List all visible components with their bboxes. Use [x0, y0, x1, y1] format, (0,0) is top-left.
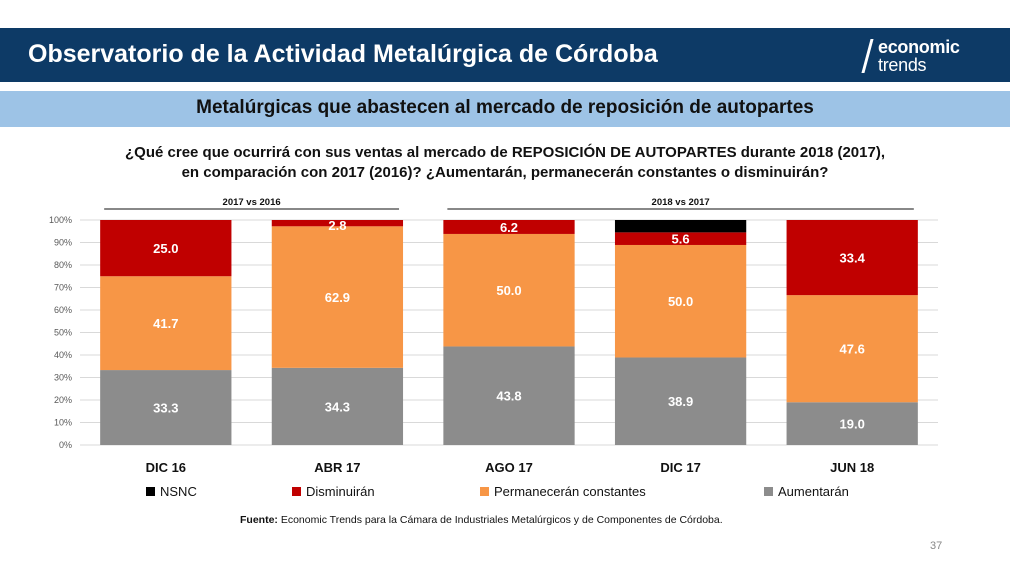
bar-segment: [614, 357, 747, 445]
bar-segment: [443, 346, 575, 445]
question-line-2: en comparación con 2017 (2016)? ¿Aumenta…: [181, 164, 829, 181]
data-label: 33.3: [153, 401, 178, 416]
x-category-label: AGO 17: [485, 460, 533, 475]
page-number: 37: [930, 540, 943, 552]
bar-segment: [443, 233, 575, 347]
x-category-label: DIC 16: [146, 460, 186, 475]
x-category-label: JUN 18: [830, 460, 874, 475]
bar-segment: [614, 220, 747, 233]
group-label: 2017 vs 2016: [223, 197, 281, 208]
y-tick-label: 100%: [49, 215, 72, 225]
data-label: 25.0: [153, 241, 178, 256]
y-tick-label: 30%: [54, 373, 72, 383]
bar-segment: [100, 276, 232, 371]
bar-segment: [614, 232, 747, 245]
y-tick-label: 60%: [54, 305, 72, 315]
legend-swatch: [764, 487, 773, 496]
data-label: 2.8: [328, 218, 346, 233]
subheader-bar: Metalúrgicas que abastecen al mercado de…: [0, 91, 1010, 127]
y-tick-label: 0%: [59, 440, 72, 450]
legend-label: Aumentarán: [778, 484, 849, 499]
bar-segment: [271, 226, 404, 368]
x-category-label: DIC 17: [660, 460, 700, 475]
stacked-bar-chart: 0% 10% 20% 30% 40% 50% 60% 70% 80% 90% 100% 33.3 41.…: [49, 197, 938, 499]
legend-swatch: [292, 487, 301, 496]
data-label: 47.6: [840, 342, 865, 357]
y-tick-label: 80%: [54, 260, 72, 270]
legend-label: Disminuirán: [306, 484, 375, 499]
survey-question: ¿Qué cree que ocurrirá con sus ventas al…: [0, 143, 1010, 183]
bar-segment: [443, 220, 575, 234]
data-label: 19.0: [840, 417, 865, 432]
section-title: Metalúrgicas que abastecen al mercado de…: [196, 97, 814, 118]
header-bar: Observatorio de la Actividad Metalúrgica…: [0, 28, 1010, 82]
group-label: 2018 vs 2017: [652, 197, 710, 208]
legend-label: NSNC: [160, 484, 197, 499]
bar-segment: [786, 402, 918, 445]
economic-trends-logo: economic trends: [861, 36, 1004, 76]
source-label: Fuente:: [240, 514, 278, 526]
y-tick-label: 90%: [54, 238, 72, 248]
data-label: 62.9: [325, 290, 350, 305]
data-label: 43.8: [496, 389, 521, 404]
y-tick-label: 50%: [54, 328, 72, 338]
logo-text-trends: trends: [878, 55, 927, 75]
data-label: 50.0: [668, 294, 693, 309]
bar-segment: [271, 220, 404, 227]
legend-label: Permanecerán constantes: [494, 484, 646, 499]
bar-segment: [786, 295, 918, 403]
data-label: 6.2: [500, 220, 518, 235]
y-tick-label: 70%: [54, 283, 72, 293]
logo-text-economic: economic: [878, 37, 960, 57]
data-label: 38.9: [668, 394, 693, 409]
data-label: 34.3: [325, 399, 350, 414]
y-tick-label: 10%: [54, 418, 72, 428]
x-category-label: ABR 17: [314, 460, 360, 475]
y-tick-label: 40%: [54, 350, 72, 360]
source-text: Economic Trends para la Cámara de Indust…: [277, 514, 723, 526]
data-label: 33.4: [840, 251, 866, 266]
bar-segment: [100, 220, 232, 277]
bar-segment: [100, 370, 232, 445]
bar-segment: [786, 220, 918, 296]
data-label: 5.6: [672, 232, 690, 247]
source-note: Fuente: Economic Trends para la Cámara d…: [240, 514, 723, 526]
y-tick-label: 20%: [54, 395, 72, 405]
data-label: 41.7: [153, 316, 178, 331]
page-title: Observatorio de la Actividad Metalúrgica…: [28, 40, 658, 68]
data-label: 50.0: [496, 283, 521, 298]
legend-swatch: [146, 487, 155, 496]
question-line-1: ¿Qué cree que ocurrirá con sus ventas al…: [125, 144, 885, 161]
bar-segment: [614, 244, 747, 358]
legend-swatch: [480, 487, 489, 496]
bar-segment: [271, 367, 404, 445]
